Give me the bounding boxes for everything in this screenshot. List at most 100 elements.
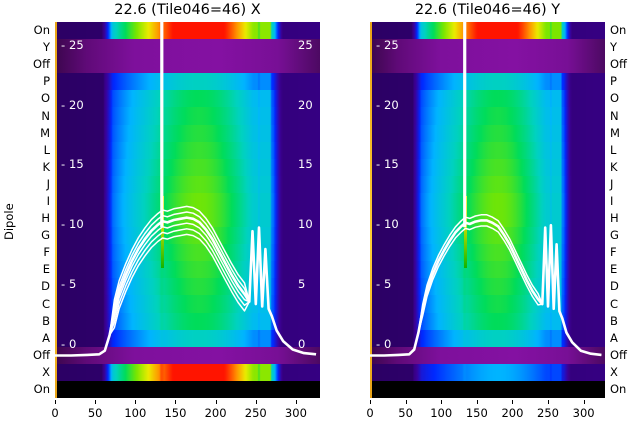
y-tick-0: -0 (61, 336, 77, 351)
heatmap-row (55, 346, 320, 365)
panel-title-right: 22.6 (Tile046=46) Y (414, 2, 561, 18)
x-tick-mark-150 (476, 400, 478, 404)
y-tick-20: 20 (298, 97, 313, 112)
y-tick-0: -0 (376, 336, 392, 351)
panel-left-edge-marker-y (370, 22, 372, 398)
heatmap-row (370, 210, 605, 228)
x-tick-label-200: 200 (204, 406, 227, 420)
x-tick-mark-100 (441, 400, 443, 404)
heatmap-row (55, 380, 320, 398)
category-label-c-16: C (610, 296, 619, 311)
heatmap-row (370, 124, 605, 143)
spectrum-trace-overlay-y (370, 22, 602, 357)
x-tick-label-300: 300 (572, 406, 595, 420)
x-tick-mark-300 (583, 400, 585, 404)
category-label-on-21: On (33, 381, 50, 396)
y-tick-0: 0 (298, 336, 306, 351)
x-tick-label-150: 150 (164, 406, 187, 420)
rfi-spike (463, 22, 467, 228)
category-label-l-7: L (610, 142, 617, 157)
heatmap-row (55, 329, 320, 348)
heatmap-row (370, 107, 605, 126)
category-label-d-15: D (41, 279, 50, 294)
y-tick-5: 5 (298, 276, 306, 291)
category-label-x-20: X (610, 364, 618, 379)
category-label-g-12: G (41, 228, 50, 243)
x-tick-mark-50 (405, 400, 407, 404)
category-label-h-11: H (610, 211, 619, 226)
spectrum-trace-line (55, 226, 317, 357)
category-label-m-6: M (40, 125, 50, 140)
category-label-off-2: Off (610, 57, 627, 72)
heatmap-row (370, 141, 605, 160)
heatmap-row (370, 380, 605, 398)
x-tick-label-300: 300 (284, 406, 307, 420)
heatmap-row (370, 346, 605, 365)
x-tick-mark-200 (215, 400, 217, 404)
category-label-y-1: Y (610, 40, 618, 55)
spectrum-trace-line (55, 222, 317, 357)
heatmap-panel-y[interactable] (370, 22, 605, 398)
category-label-y-1: Y (42, 40, 50, 55)
x-tick-mark-200 (512, 400, 514, 404)
category-label-i-10: I (610, 193, 614, 208)
x-tick-label-50: 50 (398, 406, 413, 420)
category-label-j-9: J (610, 176, 614, 191)
rfi-spike (160, 22, 164, 228)
category-label-b-17: B (42, 313, 50, 328)
x-tick-label-100: 100 (430, 406, 453, 420)
heatmap-row (370, 363, 605, 382)
y-tick-15: -15 (61, 157, 84, 172)
x-tick-mark-150 (175, 400, 177, 404)
category-label-n-5: N (41, 108, 50, 123)
category-label-i-10: I (46, 193, 50, 208)
heatmap-row (55, 107, 320, 126)
heatmap-row (370, 192, 605, 211)
spectrum-trace-line (370, 224, 602, 357)
spectrum-trace-overlay-x (55, 22, 317, 357)
heatmap-row (370, 158, 605, 177)
heatmap-panel-x[interactable] (55, 22, 320, 398)
x-tick-mark-50 (95, 400, 97, 404)
spectrum-trace-line (55, 226, 317, 357)
y-tick-10: 10 (298, 217, 313, 232)
heatmap-row (55, 22, 320, 40)
x-tick-label-50: 50 (87, 406, 103, 420)
category-label-off-2: Off (33, 57, 50, 72)
heatmap-row (370, 56, 605, 74)
category-label-j-9: J (46, 176, 50, 191)
heatmap-row (55, 295, 320, 314)
y-tick-25: -25 (376, 37, 399, 52)
spectrum-trace-line (55, 205, 317, 357)
category-label-p-3: P (610, 74, 617, 89)
heatmap-row (370, 295, 605, 314)
category-label-k-8: K (610, 159, 618, 174)
category-label-off-19: Off (610, 347, 627, 362)
x-tick-label-250: 250 (244, 406, 267, 420)
category-label-off-19: Off (33, 347, 50, 362)
x-tick-mark-250 (548, 400, 550, 404)
heatmap-row (370, 175, 605, 194)
heatmap-row (55, 39, 320, 57)
heatmap-row (55, 158, 320, 177)
y-tick-5: -5 (61, 276, 77, 291)
spectrum-trace-line (55, 216, 317, 357)
category-label-l-7: L (43, 142, 50, 157)
y-tick-25: -25 (61, 37, 84, 52)
heatmap-row (55, 363, 320, 382)
heatmap-row (55, 124, 320, 143)
y-tick-5: -5 (376, 276, 392, 291)
heatmap-row (55, 175, 320, 194)
category-label-e-14: E (610, 262, 618, 277)
category-label-o-4: O (40, 91, 50, 106)
x-tick-mark-100 (135, 400, 137, 404)
x-tick-label-100: 100 (124, 406, 147, 420)
category-label-m-6: M (610, 125, 620, 140)
category-label-on-0: On (610, 23, 627, 38)
x-tick-label-0: 0 (366, 406, 374, 420)
bright-marker-column (463, 196, 467, 269)
category-label-k-8: K (42, 159, 50, 174)
heatmap-row (370, 39, 605, 57)
category-label-n-5: N (610, 108, 619, 123)
